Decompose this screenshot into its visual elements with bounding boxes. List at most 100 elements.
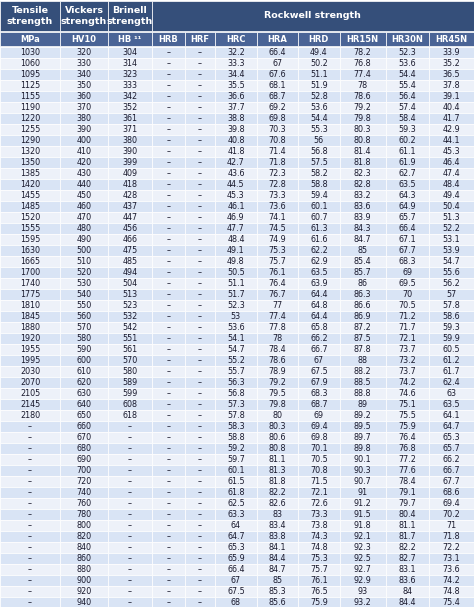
Bar (184, 586, 215, 597)
Bar (298, 179, 340, 190)
Text: 580: 580 (76, 334, 91, 343)
Text: 44.5: 44.5 (227, 180, 245, 189)
Bar (152, 465, 184, 476)
Bar (429, 267, 474, 278)
Text: 76.5: 76.5 (310, 587, 328, 596)
Bar (256, 597, 298, 607)
Text: 91.5: 91.5 (354, 510, 372, 519)
Bar (60, 234, 108, 245)
Text: 720: 720 (76, 477, 92, 486)
Text: 390: 390 (122, 147, 137, 156)
Text: 71.7: 71.7 (399, 323, 416, 332)
Bar (215, 454, 256, 465)
Text: HR15N: HR15N (346, 35, 379, 44)
Text: 561: 561 (122, 345, 137, 354)
Text: 66.7: 66.7 (310, 345, 328, 354)
Bar (385, 509, 429, 520)
Text: 1880: 1880 (20, 323, 40, 332)
Bar (298, 245, 340, 256)
Bar (429, 223, 474, 234)
Bar (60, 300, 108, 311)
Text: 620: 620 (76, 378, 91, 387)
Text: 67.9: 67.9 (310, 378, 328, 387)
Text: –: – (198, 213, 202, 222)
Text: 64.1: 64.1 (443, 411, 460, 420)
Text: –: – (166, 202, 170, 211)
Bar (385, 47, 429, 58)
Text: –: – (28, 422, 32, 431)
Text: 640: 640 (77, 400, 91, 409)
Text: –: – (198, 125, 202, 134)
Text: 1555: 1555 (20, 224, 40, 233)
Text: 920: 920 (76, 587, 92, 596)
Text: 92.1: 92.1 (354, 532, 372, 541)
Text: –: – (198, 521, 202, 530)
Bar (0, 223, 60, 234)
Text: 69.4: 69.4 (443, 499, 460, 508)
Bar (108, 322, 152, 333)
Text: 36.5: 36.5 (443, 70, 460, 79)
Bar (108, 179, 152, 190)
Text: 68.3: 68.3 (399, 257, 416, 266)
Text: –: – (166, 444, 170, 453)
Bar (60, 553, 108, 564)
Text: –: – (128, 521, 132, 530)
Text: 83.4: 83.4 (269, 521, 286, 530)
Text: 50.5: 50.5 (227, 268, 245, 277)
Bar (429, 146, 474, 157)
Text: 81.8: 81.8 (269, 477, 286, 486)
Text: –: – (198, 400, 202, 409)
Bar (152, 289, 184, 300)
Text: HB ¹¹: HB ¹¹ (118, 35, 142, 44)
Text: 77.6: 77.6 (399, 466, 416, 475)
Bar (256, 542, 298, 553)
Text: 1320: 1320 (20, 147, 40, 156)
Bar (184, 135, 215, 146)
Text: 79.8: 79.8 (354, 114, 372, 123)
Text: 330: 330 (77, 59, 91, 68)
Bar (184, 91, 215, 102)
Text: –: – (198, 356, 202, 365)
Text: 40.4: 40.4 (443, 103, 460, 112)
Text: –: – (198, 499, 202, 508)
Text: 50.4: 50.4 (443, 202, 460, 211)
Bar (385, 476, 429, 487)
Bar (215, 58, 256, 69)
Bar (298, 432, 340, 443)
Bar (60, 102, 108, 113)
Bar (385, 190, 429, 201)
Bar (385, 311, 429, 322)
Bar (152, 410, 184, 421)
Text: 800: 800 (77, 521, 91, 530)
Text: 84.7: 84.7 (354, 235, 372, 244)
Text: 75.4: 75.4 (443, 598, 460, 607)
Bar (340, 58, 385, 69)
Text: 61.6: 61.6 (310, 235, 328, 244)
Text: 56.3: 56.3 (227, 378, 245, 387)
Bar (60, 267, 108, 278)
Bar (298, 498, 340, 509)
Bar (108, 58, 152, 69)
Bar (340, 487, 385, 498)
Bar (256, 289, 298, 300)
Bar (108, 564, 152, 575)
Text: –: – (128, 466, 132, 475)
Text: 91.2: 91.2 (354, 499, 372, 508)
Text: –: – (198, 279, 202, 288)
Bar (429, 256, 474, 267)
Text: 42.9: 42.9 (443, 125, 460, 134)
Text: 2180: 2180 (20, 411, 40, 420)
Text: 490: 490 (76, 235, 91, 244)
Text: 83.2: 83.2 (354, 191, 372, 200)
Bar (152, 80, 184, 91)
Text: 72.1: 72.1 (399, 334, 416, 343)
Bar (152, 421, 184, 432)
Text: 650: 650 (76, 411, 91, 420)
Text: 68: 68 (231, 598, 241, 607)
Bar (0, 388, 60, 399)
Text: 62.5: 62.5 (227, 499, 245, 508)
Text: 352: 352 (122, 103, 137, 112)
Bar (385, 91, 429, 102)
Bar (256, 146, 298, 157)
Text: 1155: 1155 (20, 92, 40, 101)
